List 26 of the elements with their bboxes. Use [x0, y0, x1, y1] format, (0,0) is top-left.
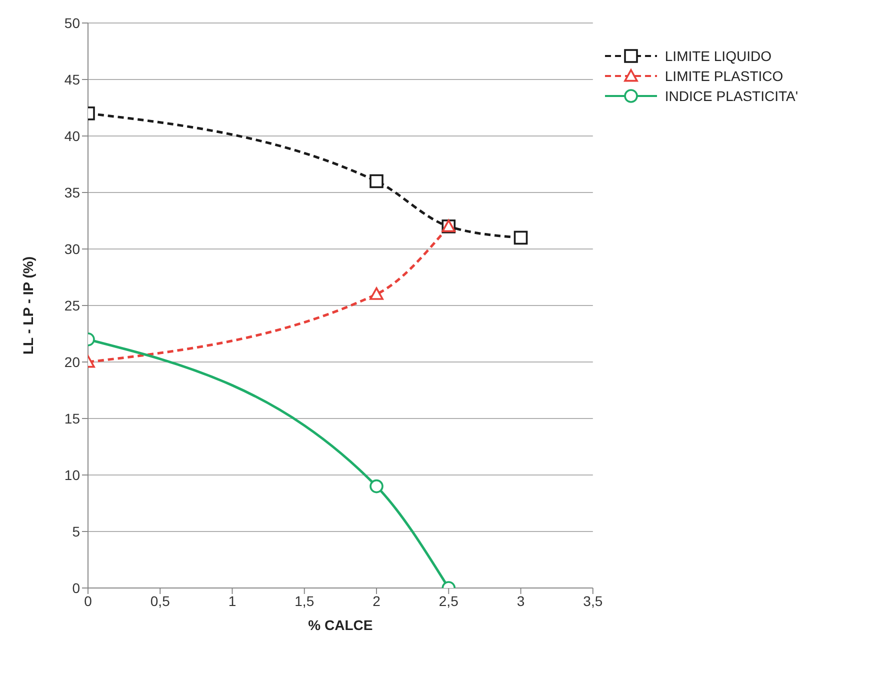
- y-tick-label: 30: [64, 240, 80, 257]
- y-tick-label: 0: [72, 580, 80, 596]
- x-axis-title: % CALCE: [308, 617, 373, 633]
- x-tick-label: 0: [84, 592, 92, 609]
- legend-label: LIMITE LIQUIDO: [664, 48, 772, 64]
- y-tick-label: 50: [64, 14, 80, 31]
- x-tick-label: 3,5: [583, 592, 603, 609]
- x-tick-label: 0,5: [150, 592, 170, 609]
- x-tick-label: 2,5: [438, 592, 459, 609]
- y-axis-title: LL - LP - IP (%): [20, 256, 36, 355]
- y-tick-label: 25: [64, 297, 80, 314]
- y-tick-label: 40: [64, 128, 80, 144]
- x-tick-label: 1: [228, 592, 236, 609]
- legend-label: INDICE PLASTICITA': [664, 88, 798, 104]
- x-tick-label: 3: [516, 592, 525, 609]
- legend-label: LIMITE PLASTICO: [664, 68, 784, 84]
- y-tick-label: 45: [64, 71, 80, 88]
- x-tick-label: 1,5: [294, 592, 314, 609]
- y-tick-label: 20: [64, 354, 80, 370]
- point: [514, 230, 528, 245]
- y-tick-label: 10: [64, 466, 80, 483]
- y-tick-label: 15: [64, 410, 80, 426]
- y-tick-label: 5: [72, 523, 80, 540]
- x-tick-label: 2: [372, 592, 381, 609]
- point: [370, 174, 384, 188]
- y-tick-label: 35: [64, 184, 80, 200]
